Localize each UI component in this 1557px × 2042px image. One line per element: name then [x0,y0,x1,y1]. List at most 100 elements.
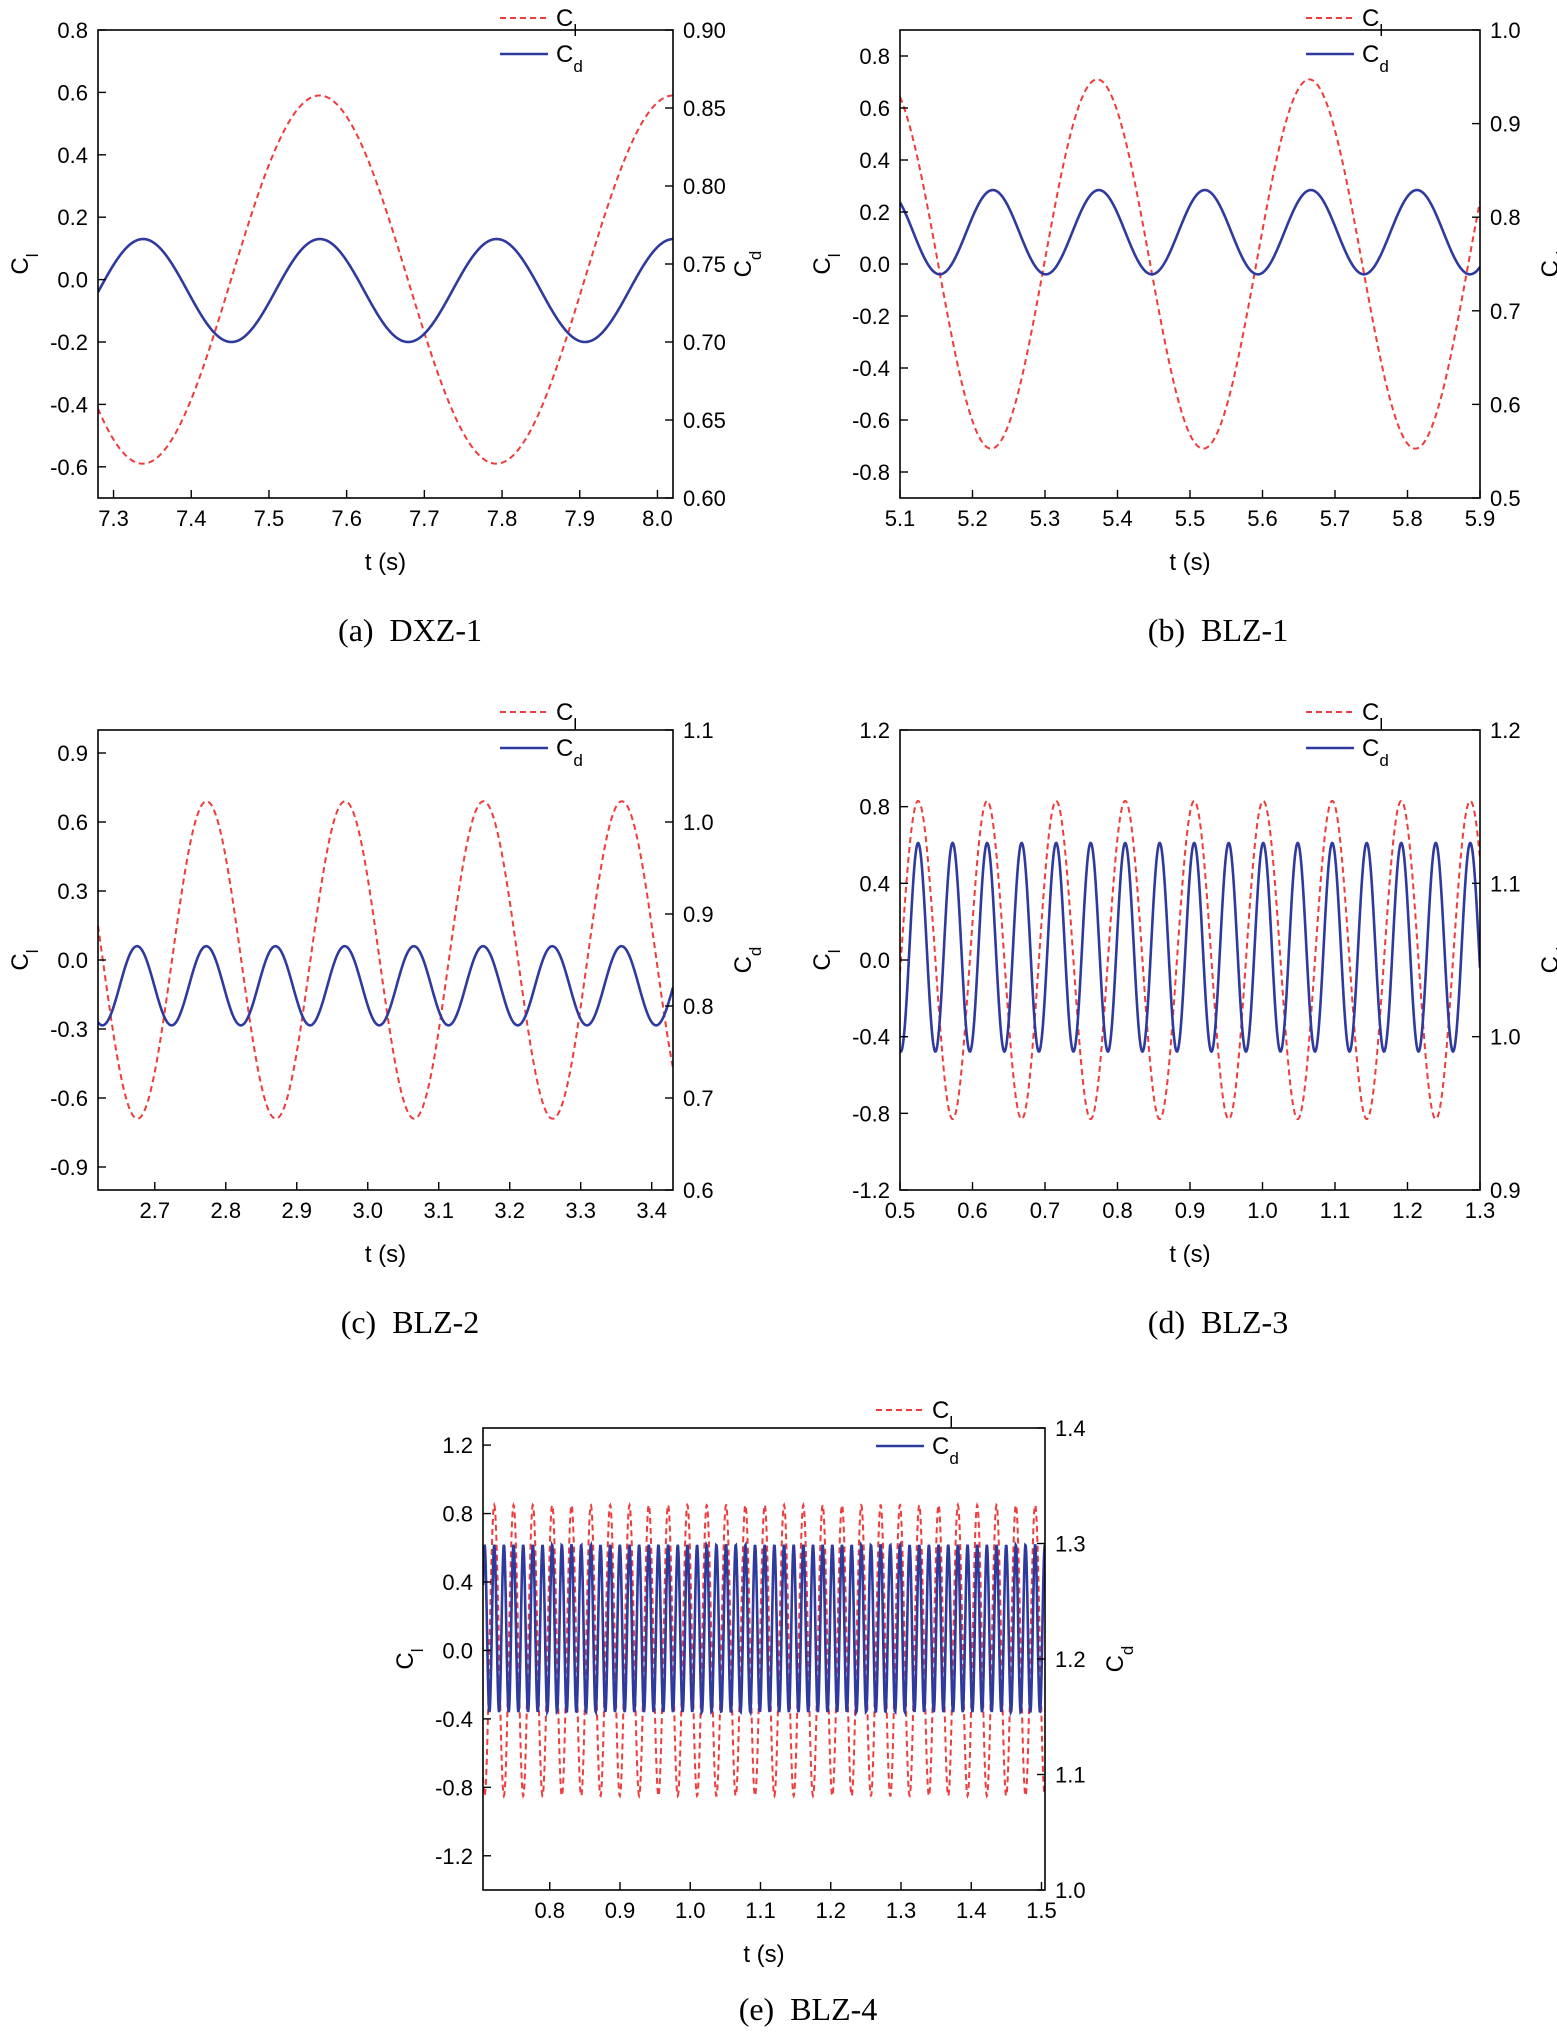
y-left-tick-label: -0.4 [50,392,88,417]
y-left-tick-label: 0.0 [57,948,88,973]
y-left-axis-title: Cl [7,949,42,970]
x-tick-label: 7.4 [176,506,207,531]
y-right-tick-label: 1.1 [683,718,714,743]
series-line-cl [900,78,1480,450]
y-right-tick-label: 0.65 [683,408,726,433]
y-right-tick-label: 1.0 [1055,1878,1086,1903]
y-right-tick-label: 0.9 [1490,112,1521,137]
y-left-tick-label: -0.2 [852,304,890,329]
y-right-tick-label: 0.85 [683,96,726,121]
y-right-axis-title: Cd [1537,947,1557,974]
x-tick-label: 7.5 [254,506,285,531]
y-left-tick-label: 0.8 [859,44,890,69]
y-right-tick-label: 0.75 [683,252,726,277]
x-tick-label: 1.4 [956,1898,987,1923]
x-tick-label: 1.2 [815,1898,846,1923]
x-axis-title: t (s) [743,1941,784,1968]
series-line-cd [98,237,673,344]
x-axis-title: t (s) [365,1241,406,1268]
y-left-tick-label: 0.6 [57,810,88,835]
x-tick-label: 1.1 [1320,1198,1351,1223]
caption-c: (c) BLZ-2 [340,1304,480,1340]
y-left-tick-label: -0.6 [50,1086,88,1111]
x-tick-label: 0.9 [605,1898,636,1923]
y-right-tick-label: 0.7 [683,1086,714,1111]
legend-label-cd: Cd [556,735,583,770]
y-right-tick-label: 0.9 [1490,1178,1521,1203]
series-line-cl [900,799,1480,1121]
x-tick-label: 1.0 [1247,1198,1278,1223]
y-left-tick-label: -0.4 [852,1025,890,1050]
x-tick-label: 3.4 [636,1198,667,1223]
y-right-tick-label: 1.1 [1490,871,1521,896]
x-tick-label: 5.5 [1175,506,1206,531]
x-tick-label: 7.8 [487,506,518,531]
legend-label-cd: Cd [1362,735,1389,770]
y-left-tick-label: -0.8 [435,1775,473,1800]
y-left-tick-label: 0.4 [442,1570,473,1595]
x-tick-label: 1.1 [745,1898,776,1923]
y-left-tick-label: 1.2 [859,718,890,743]
y-left-axis-title: Cl [809,253,844,274]
series-line-cd [98,944,673,1027]
caption-a: (a) DXZ-1 [338,612,482,648]
y-right-tick-label: 0.8 [1490,205,1521,230]
x-tick-label: 7.7 [409,506,440,531]
series-line-cl [98,800,673,1120]
x-tick-label: 0.8 [1102,1198,1133,1223]
y-left-tick-label: -1.2 [852,1178,890,1203]
y-right-tick-label: 1.2 [1055,1647,1086,1672]
x-tick-label: 5.9 [1465,506,1496,531]
caption-d: (d) BLZ-3 [1147,1304,1289,1340]
y-left-tick-label: 0.0 [57,268,88,293]
x-tick-label: 3.0 [352,1198,383,1223]
x-tick-label: 0.5 [885,1198,916,1223]
y-right-tick-label: 1.3 [1055,1532,1086,1557]
y-right-tick-label: 0.7 [1490,299,1521,324]
x-tick-label: 2.9 [281,1198,312,1223]
y-left-tick-label: -0.8 [852,1101,890,1126]
caption-b: (b) BLZ-1 [1147,612,1289,648]
y-left-axis-title: Cl [392,1648,427,1669]
x-tick-label: 5.1 [885,506,916,531]
y-left-tick-label: -1.2 [435,1844,473,1869]
y-left-tick-label: 0.2 [859,200,890,225]
y-left-tick-label: 0.4 [859,148,890,173]
x-tick-label: 5.7 [1320,506,1351,531]
y-right-tick-label: 1.1 [1055,1763,1086,1788]
x-axis-title: t (s) [365,549,406,576]
legend-label-cd: Cd [1362,41,1389,76]
y-left-tick-label: 0.3 [57,879,88,904]
plot-series-group [483,1501,1045,1800]
y-right-axis-title: Cd [1537,251,1557,278]
x-tick-label: 0.6 [957,1198,988,1223]
x-tick-label: 7.3 [98,506,129,531]
x-tick-label: 1.0 [675,1898,706,1923]
y-right-tick-label: 0.6 [683,1178,714,1203]
y-right-tick-label: 1.0 [1490,18,1521,43]
y-left-tick-label: -0.6 [50,455,88,480]
plot-series-group [900,799,1480,1121]
y-right-tick-label: 1.4 [1055,1416,1086,1441]
x-tick-label: 1.3 [886,1898,917,1923]
x-axis-title: t (s) [1169,549,1210,576]
x-tick-label: 1.5 [1026,1898,1057,1923]
plot-series-group [98,94,673,465]
y-right-tick-label: 1.0 [683,810,714,835]
y-right-tick-label: 0.90 [683,18,726,43]
series-line-cl [483,1501,1045,1800]
y-right-tick-label: 0.70 [683,330,726,355]
x-tick-label: 8.0 [642,506,673,531]
x-axis-title: t (s) [1169,1241,1210,1268]
y-right-tick-label: 0.5 [1490,486,1521,511]
y-left-tick-label: -0.3 [50,1017,88,1042]
y-left-tick-label: 0.8 [57,18,88,43]
x-tick-label: 1.3 [1465,1198,1496,1223]
y-right-tick-label: 0.6 [1490,392,1521,417]
